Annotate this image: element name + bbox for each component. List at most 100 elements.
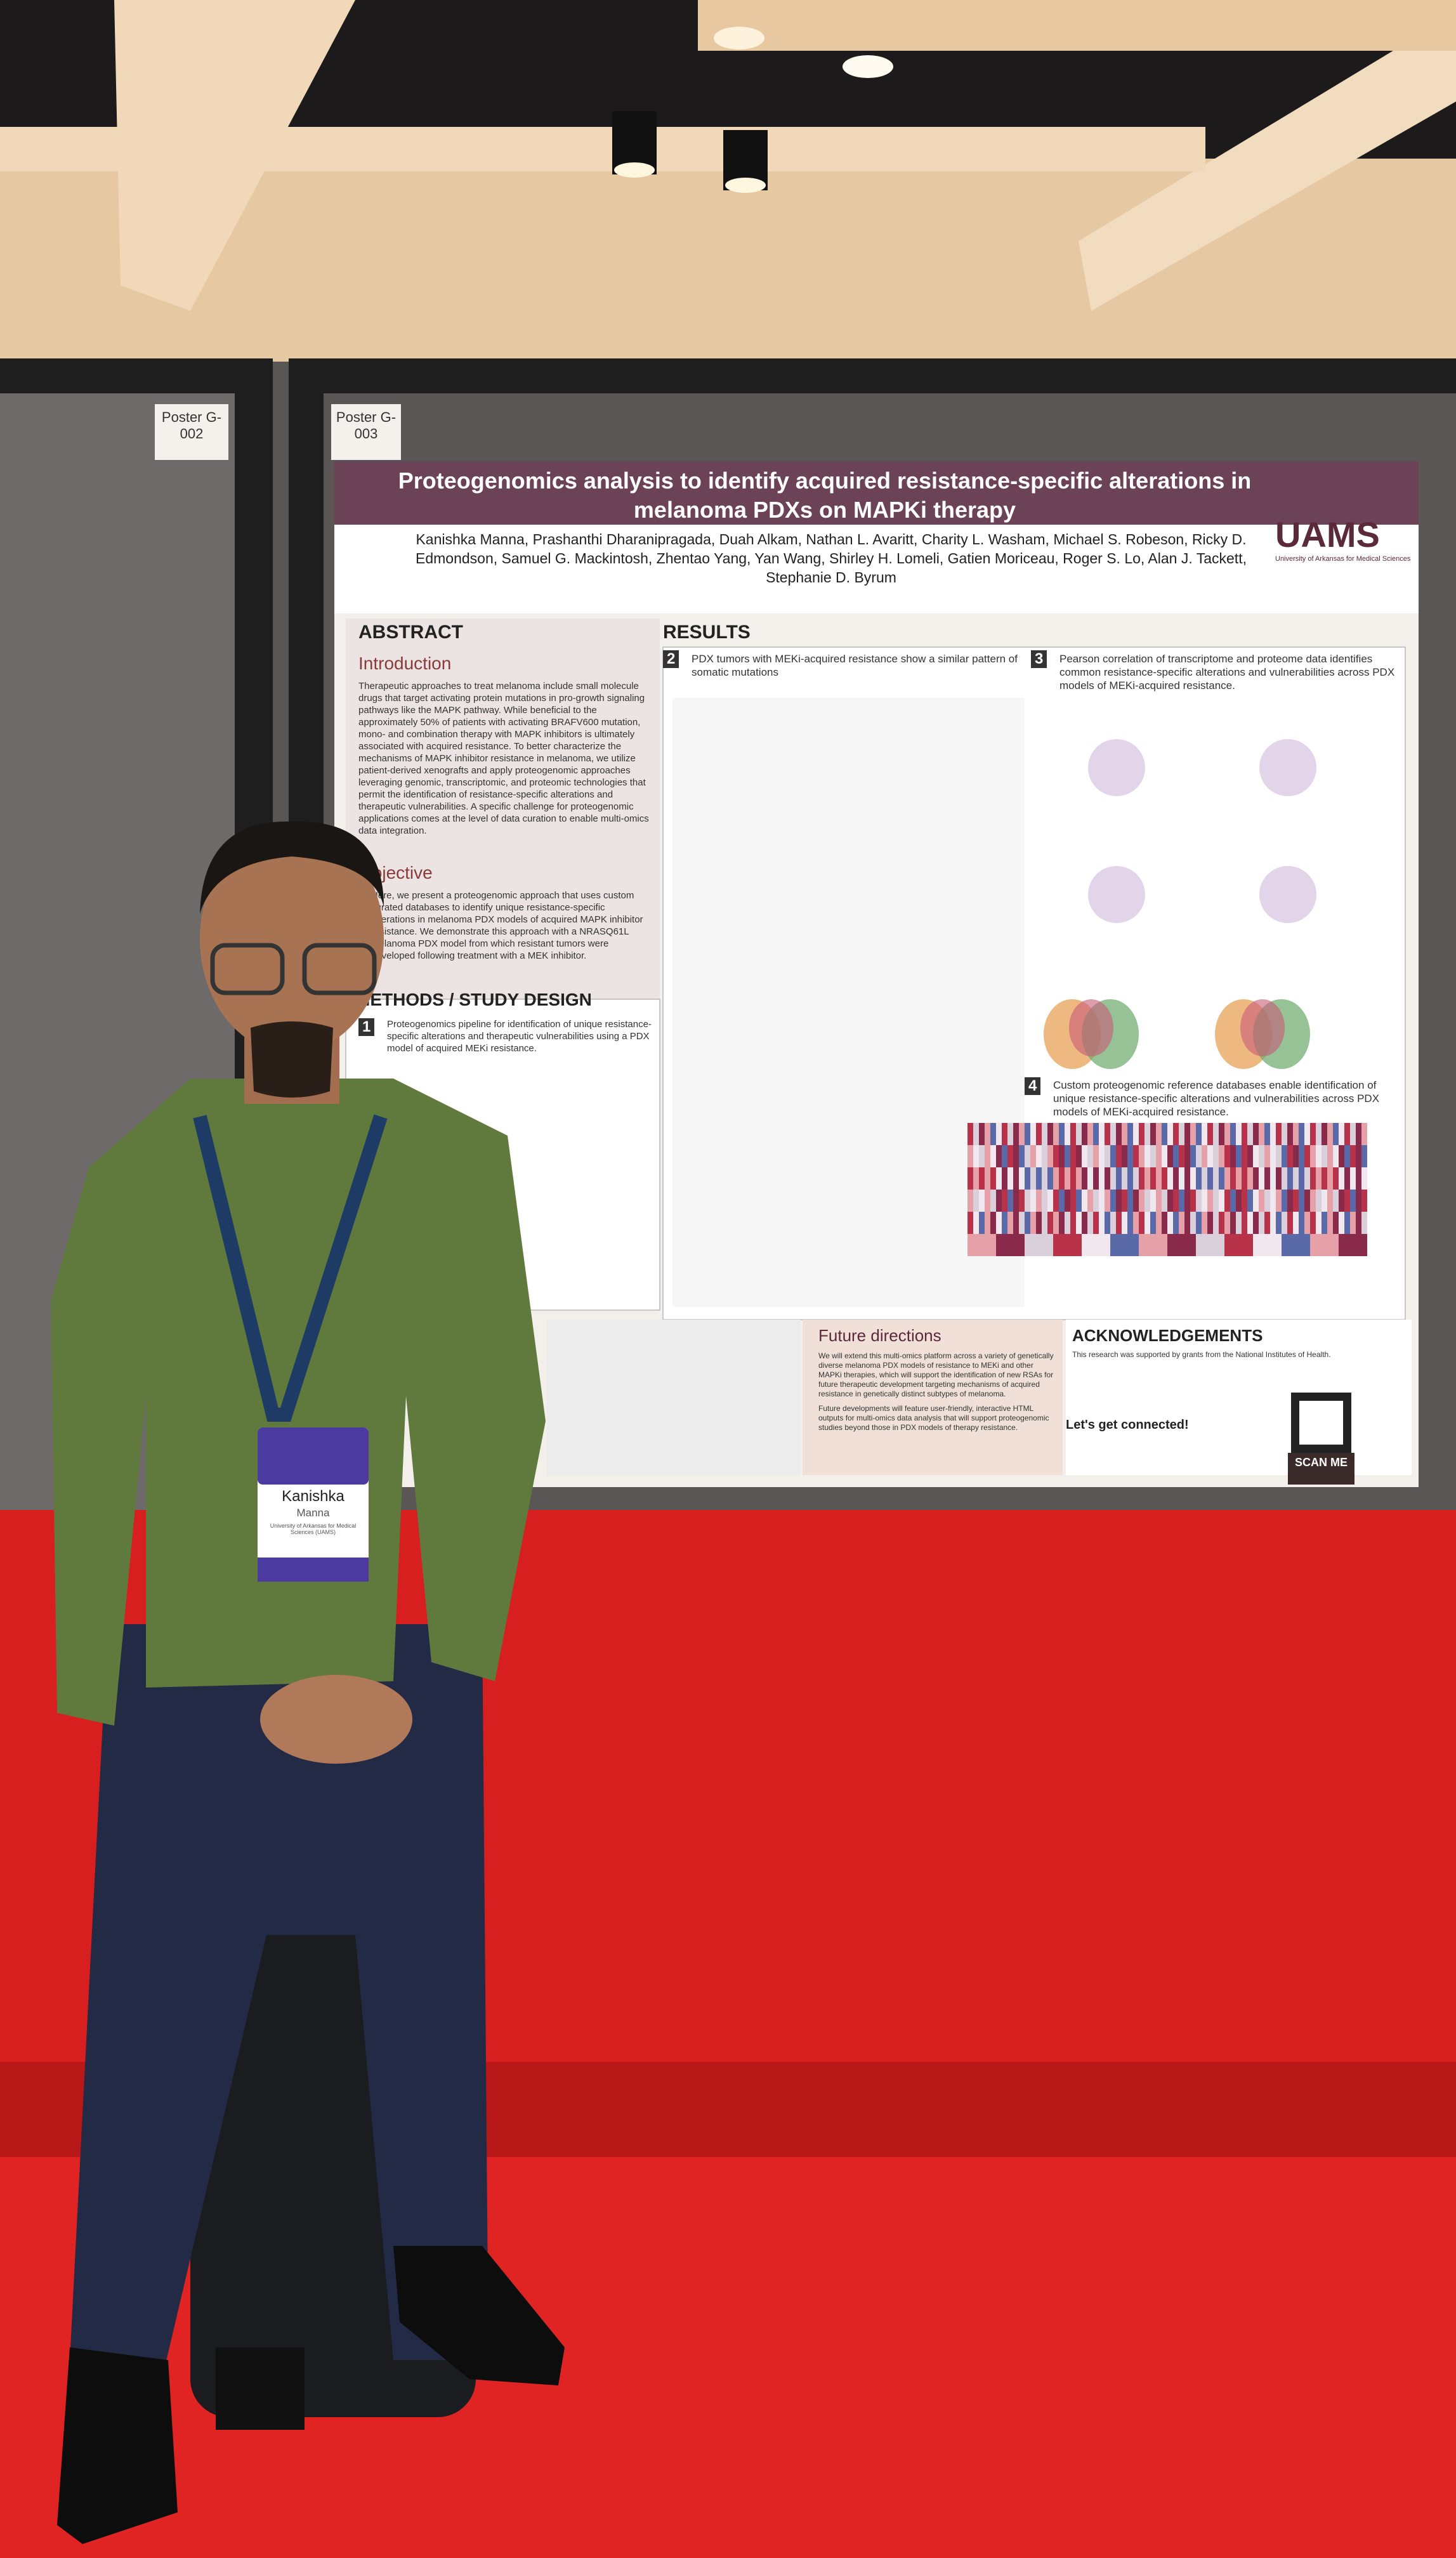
heatmap-cell <box>1116 1212 1122 1234</box>
scatter-figure <box>1259 866 1316 923</box>
paragraph: This research was supported by grants fr… <box>1072 1350 1331 1359</box>
heatmap-cell <box>1299 1145 1304 1167</box>
heatmap-cell <box>1282 1190 1287 1212</box>
heatmap-cell <box>1144 1212 1150 1234</box>
heatmap-cell <box>1179 1123 1184 1145</box>
heatmap-cell <box>1173 1145 1179 1167</box>
heatmap-cell <box>1344 1234 1350 1256</box>
heatmap-cell <box>1162 1123 1167 1145</box>
heatmap-cell <box>1167 1123 1173 1145</box>
heatmap-cell <box>1207 1167 1213 1190</box>
heatmap-cell <box>1242 1123 1247 1145</box>
qr-code <box>1299 1401 1343 1445</box>
heatmap-cell <box>1207 1123 1213 1145</box>
poster-label <box>155 404 228 460</box>
heatmap-cell <box>1350 1190 1356 1212</box>
future-box <box>803 1320 1063 1475</box>
heatmap-cell <box>1059 1234 1065 1256</box>
heatmap-cell <box>1116 1123 1122 1145</box>
heatmap-cell <box>1162 1145 1167 1167</box>
heatmap-cell <box>1139 1212 1144 1234</box>
heatmap-cell <box>1253 1123 1259 1145</box>
heatmap-cell <box>1202 1145 1207 1167</box>
heatmap-cell <box>967 1212 973 1234</box>
heatmap-cell <box>1293 1145 1299 1167</box>
heatmap-cell <box>1025 1145 1030 1167</box>
heatmap-cell <box>1139 1167 1144 1190</box>
heatmap-cell <box>1036 1190 1042 1212</box>
poster-author-area <box>334 525 1419 613</box>
logo: UAMS <box>1275 515 1380 554</box>
heatmap-cell <box>1293 1212 1299 1234</box>
heatmap-cell <box>1304 1167 1310 1190</box>
heatmap-cell <box>1099 1145 1105 1167</box>
heatmap-cell <box>1327 1234 1333 1256</box>
heatmap-cell <box>1356 1145 1361 1167</box>
heatmap-cell <box>1122 1234 1127 1256</box>
heatmap-cell <box>1133 1145 1139 1167</box>
heatmap-cell <box>1105 1145 1110 1167</box>
heatmap-cell <box>1133 1167 1139 1190</box>
heatmap-cell <box>1242 1145 1247 1167</box>
heatmap-cell <box>1184 1190 1190 1212</box>
heatmap-cell <box>979 1212 985 1234</box>
paragraph: Therapeutic approaches to treat melanoma… <box>358 681 649 836</box>
heatmap-cell <box>1082 1212 1087 1234</box>
heatmap-cell <box>1247 1123 1253 1145</box>
heatmap-cell <box>1344 1190 1350 1212</box>
mutation-figure <box>672 698 1025 1307</box>
heatmap-cell <box>1087 1123 1093 1145</box>
heatmap-cell <box>1030 1212 1036 1234</box>
heatmap-cell <box>1316 1234 1322 1256</box>
heatmap-cell <box>1110 1212 1116 1234</box>
venn-figure <box>1240 999 1285 1056</box>
heatmap-cell <box>979 1190 985 1212</box>
heatmap-cell <box>1184 1145 1190 1167</box>
heatmap-cell <box>1304 1212 1310 1234</box>
heatmap-cell <box>1202 1190 1207 1212</box>
heatmap-cell <box>1013 1212 1019 1234</box>
bullet: Future developments will feature user-fr… <box>818 1404 1049 1432</box>
heatmap-cell <box>973 1212 979 1234</box>
heatmap-cell <box>1264 1234 1270 1256</box>
heatmap-cell <box>1179 1167 1184 1190</box>
heatmap-cell <box>1270 1212 1276 1234</box>
heatmap-cell <box>1196 1212 1202 1234</box>
heatmap-cell <box>1230 1190 1236 1212</box>
heatmap-cell <box>1270 1190 1276 1212</box>
heatmap-cell <box>1013 1123 1019 1145</box>
heatmap-cell <box>1242 1234 1247 1256</box>
heatmap-cell <box>1213 1190 1219 1212</box>
heatmap-cell <box>1099 1212 1105 1234</box>
heatmap-cell <box>1156 1123 1162 1145</box>
heatmap-cell <box>1042 1234 1047 1256</box>
heatmap-cell <box>1310 1145 1316 1167</box>
heatmap-cell <box>1219 1167 1224 1190</box>
heatmap-cell <box>1259 1123 1264 1145</box>
heatmap-cell <box>1196 1145 1202 1167</box>
heatmap-cell <box>973 1167 979 1190</box>
heatmap-cell <box>1322 1145 1327 1167</box>
heatmap-cell <box>1196 1167 1202 1190</box>
heatmap-cell <box>1213 1167 1219 1190</box>
heatmap-cell <box>979 1123 985 1145</box>
heatmap-cell <box>1361 1190 1367 1212</box>
beard <box>251 1021 333 1098</box>
heatmap-cell <box>1162 1190 1167 1212</box>
heatmap-cell <box>1276 1212 1282 1234</box>
heatmap-cell <box>1253 1145 1259 1167</box>
heatmap-cell <box>1322 1167 1327 1190</box>
heatmap-cell <box>985 1145 990 1167</box>
heatmap-cell <box>1133 1123 1139 1145</box>
pants <box>70 1624 489 2366</box>
heatmap-cell <box>1173 1167 1179 1190</box>
heatmap-cell <box>1202 1234 1207 1256</box>
heatmap-cell <box>1219 1190 1224 1212</box>
heatmap-cell <box>1196 1123 1202 1145</box>
heatmap-cell <box>1099 1234 1105 1256</box>
heatmap-cell <box>985 1123 990 1145</box>
heatmap-cell <box>1310 1234 1316 1256</box>
heatmap-cell <box>1110 1167 1116 1190</box>
heatmap-cell <box>1156 1212 1162 1234</box>
heatmap-cell <box>1190 1167 1196 1190</box>
